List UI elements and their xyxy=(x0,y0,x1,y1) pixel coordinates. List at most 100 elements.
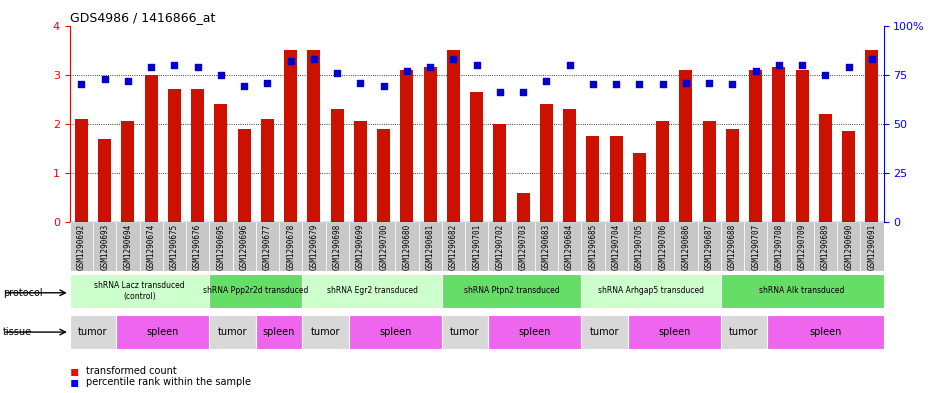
Text: GSM1290684: GSM1290684 xyxy=(565,224,574,270)
Bar xyxy=(395,222,418,271)
Text: GSM1290681: GSM1290681 xyxy=(426,224,434,270)
Bar xyxy=(750,70,762,222)
Text: GSM1290686: GSM1290686 xyxy=(682,224,690,270)
Text: tumor: tumor xyxy=(729,327,759,337)
Bar xyxy=(192,89,204,222)
Text: GSM1290706: GSM1290706 xyxy=(658,224,667,270)
Text: ▪: ▪ xyxy=(70,364,79,378)
Text: shRNA Lacz transduced
(control): shRNA Lacz transduced (control) xyxy=(94,281,185,301)
Point xyxy=(771,62,786,68)
Bar xyxy=(442,315,488,349)
Point xyxy=(538,77,553,84)
Text: GSM1290678: GSM1290678 xyxy=(286,224,295,270)
Text: GSM1290677: GSM1290677 xyxy=(263,224,272,270)
Text: GSM1290689: GSM1290689 xyxy=(821,224,830,270)
Point xyxy=(400,68,415,74)
Bar xyxy=(628,315,721,349)
Bar xyxy=(116,222,140,271)
Point xyxy=(818,72,833,78)
Bar xyxy=(767,315,884,349)
Bar xyxy=(70,222,93,271)
Bar xyxy=(680,70,692,222)
Bar xyxy=(122,121,134,222)
Point xyxy=(352,79,367,86)
Text: spleen: spleen xyxy=(379,327,411,337)
Bar xyxy=(744,222,767,271)
Bar xyxy=(261,119,273,222)
Point xyxy=(190,64,205,70)
Point xyxy=(632,81,647,88)
Text: GSM1290691: GSM1290691 xyxy=(868,224,876,270)
Bar xyxy=(726,129,738,222)
Text: spleen: spleen xyxy=(658,327,690,337)
Bar xyxy=(209,315,256,349)
Point xyxy=(585,81,600,88)
Text: GSM1290698: GSM1290698 xyxy=(333,224,341,270)
Bar xyxy=(604,222,628,271)
Point xyxy=(678,79,693,86)
Bar xyxy=(70,315,116,349)
Text: GSM1290688: GSM1290688 xyxy=(728,224,737,270)
Text: tumor: tumor xyxy=(450,327,480,337)
Text: GSM1290708: GSM1290708 xyxy=(775,224,783,270)
Point xyxy=(794,62,809,68)
Text: GSM1290694: GSM1290694 xyxy=(124,224,132,270)
Text: GSM1290676: GSM1290676 xyxy=(193,224,202,270)
Bar xyxy=(517,193,529,222)
Bar xyxy=(285,50,297,222)
Bar xyxy=(540,104,552,222)
Bar xyxy=(349,222,372,271)
Bar xyxy=(232,222,256,271)
Bar xyxy=(302,222,325,271)
Bar xyxy=(860,222,883,271)
Bar xyxy=(140,222,163,271)
Bar xyxy=(471,92,483,222)
Bar xyxy=(628,222,651,271)
Text: tumor: tumor xyxy=(590,327,619,337)
Point xyxy=(701,79,716,86)
Bar xyxy=(657,121,669,222)
Text: GSM1290696: GSM1290696 xyxy=(240,224,248,270)
Text: shRNA Ppp2r2d transduced: shRNA Ppp2r2d transduced xyxy=(203,286,309,295)
Bar xyxy=(349,315,442,349)
Text: protocol: protocol xyxy=(3,288,43,298)
Point xyxy=(562,62,577,68)
Text: shRNA Arhgap5 transduced: shRNA Arhgap5 transduced xyxy=(598,286,704,295)
Bar xyxy=(494,124,506,222)
Bar xyxy=(442,274,581,308)
Text: tumor: tumor xyxy=(311,327,340,337)
Text: GSM1290687: GSM1290687 xyxy=(705,224,713,270)
Point xyxy=(469,62,484,68)
Bar xyxy=(819,114,831,222)
Bar xyxy=(721,315,767,349)
Text: GSM1290704: GSM1290704 xyxy=(612,224,620,270)
Point xyxy=(97,75,112,82)
Point xyxy=(306,56,321,62)
Text: GSM1290702: GSM1290702 xyxy=(496,224,504,270)
Bar xyxy=(99,138,111,222)
Bar xyxy=(703,121,715,222)
Text: GSM1290692: GSM1290692 xyxy=(77,224,86,270)
Bar xyxy=(488,315,581,349)
Point xyxy=(655,81,670,88)
Bar xyxy=(535,222,558,271)
Text: percentile rank within the sample: percentile rank within the sample xyxy=(86,377,250,387)
Bar xyxy=(866,50,878,222)
Bar xyxy=(651,222,674,271)
Bar xyxy=(790,222,814,271)
Text: tissue: tissue xyxy=(3,327,32,337)
Bar xyxy=(209,274,302,308)
Point xyxy=(283,58,298,64)
Bar xyxy=(558,222,581,271)
Text: shRNA Ptpn2 transduced: shRNA Ptpn2 transduced xyxy=(464,286,559,295)
Bar xyxy=(773,67,785,222)
Bar xyxy=(209,222,232,271)
Text: GSM1290693: GSM1290693 xyxy=(100,224,109,270)
Point xyxy=(493,89,508,95)
Bar xyxy=(564,109,576,222)
Bar xyxy=(512,222,535,271)
Bar xyxy=(326,222,349,271)
Bar xyxy=(354,121,366,222)
Point xyxy=(864,56,879,62)
Text: GSM1290705: GSM1290705 xyxy=(635,224,644,270)
